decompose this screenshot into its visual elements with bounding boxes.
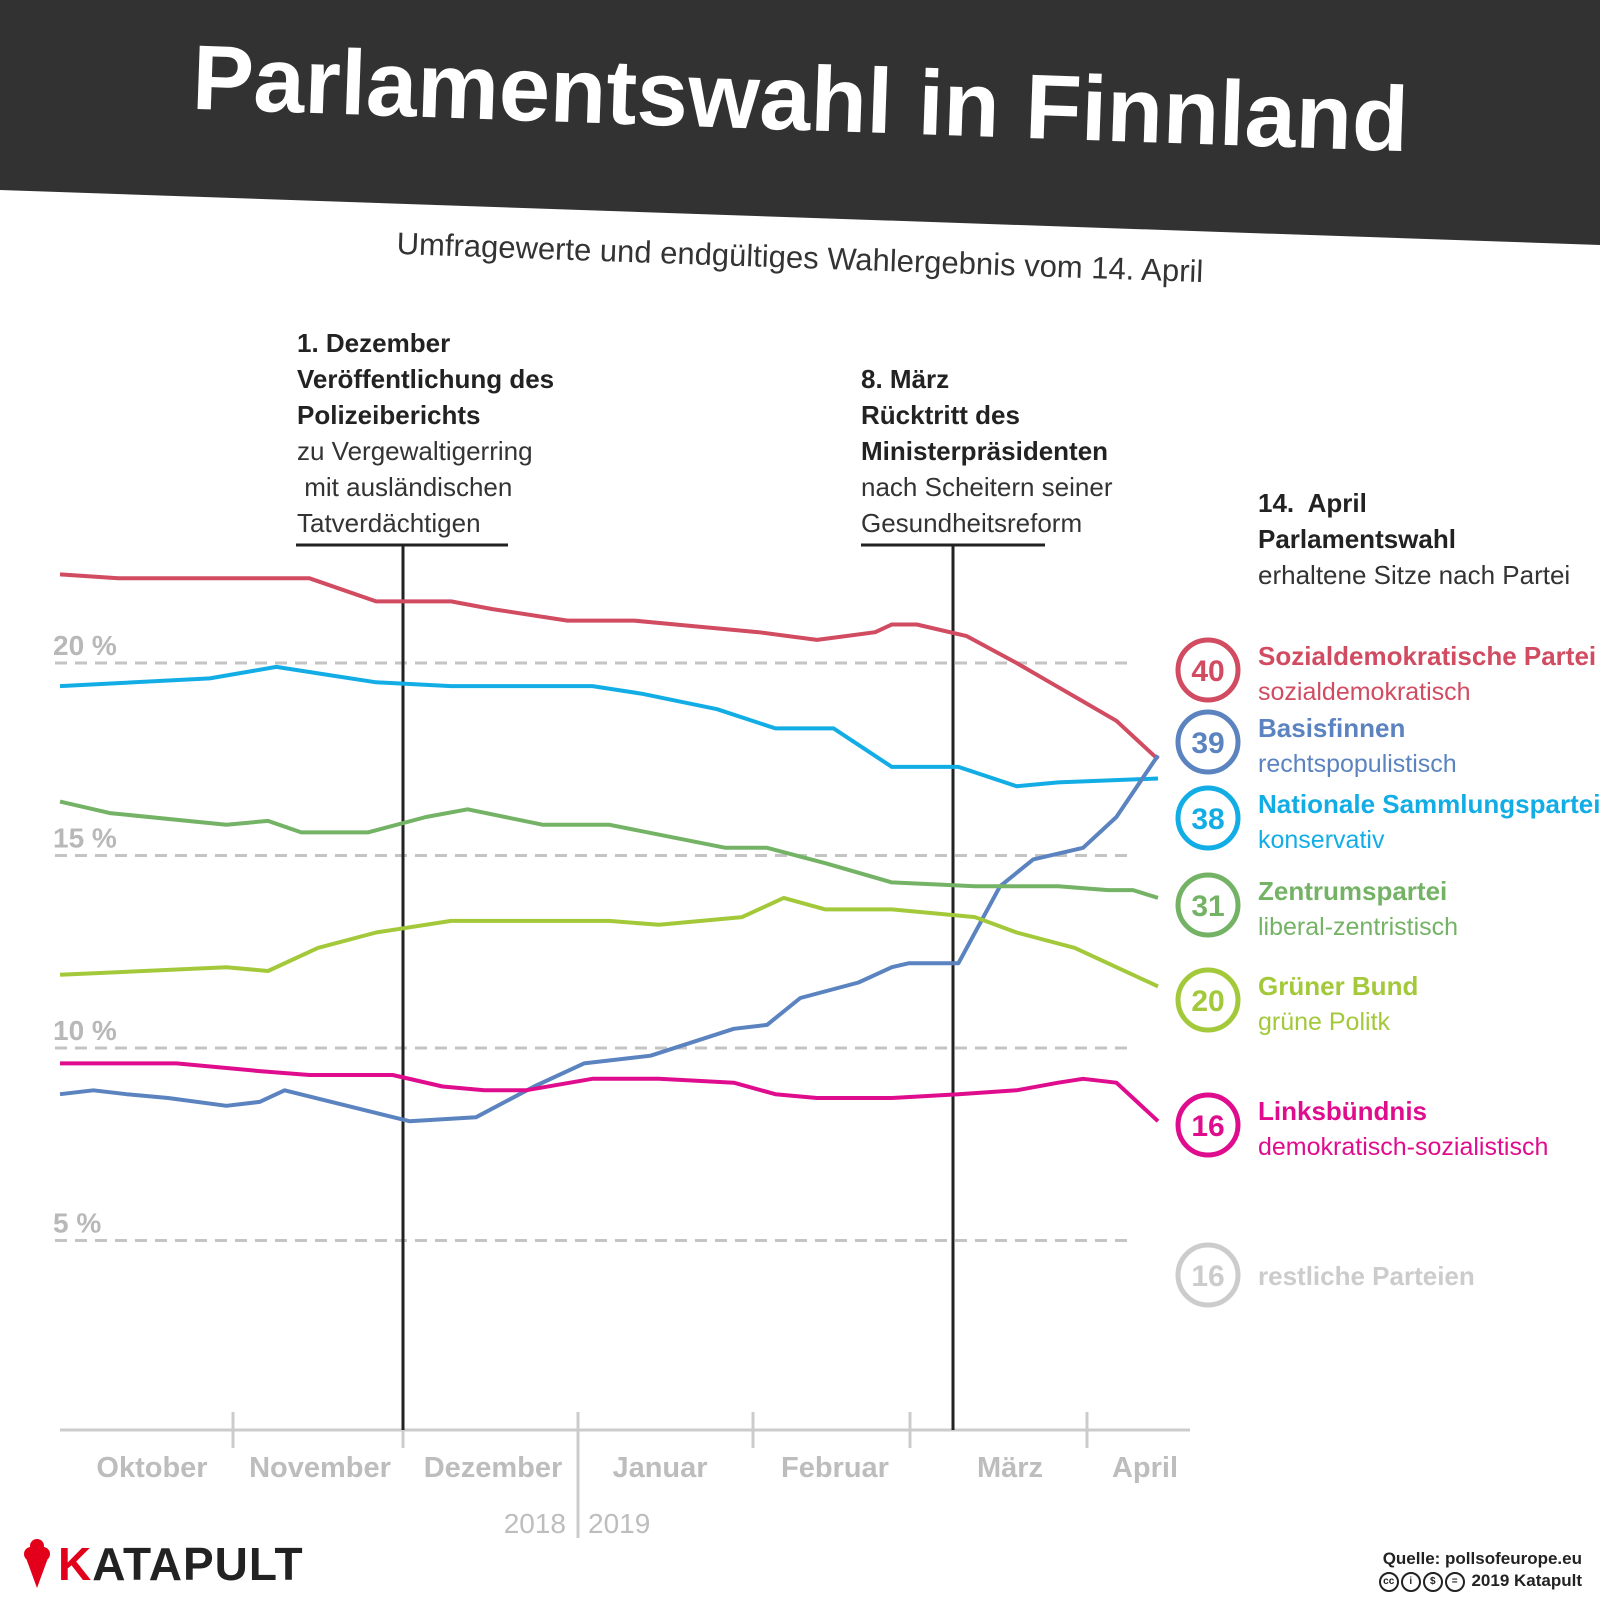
party-name: Grüner Bund (1258, 971, 1418, 1001)
party-description: grüne Politk (1258, 1008, 1391, 1036)
copyright-line: cc i $ = 2019 Katapult (1378, 1570, 1582, 1592)
annotation-2-date: 8. März (861, 364, 949, 394)
header-band (0, 0, 1600, 245)
annotation-1-date: 1. Dezember (297, 328, 450, 358)
seat-count: 31 (1191, 890, 1224, 923)
year-label-2019: 2019 (588, 1508, 650, 1539)
annotation-2-text-1: nach Scheitern seiner (861, 472, 1113, 502)
annotation-1-text-3: Tatverdächtigen (297, 508, 481, 538)
month-label: Januar (612, 1452, 707, 1484)
party-description: rechtspopulistisch (1258, 750, 1457, 778)
annotation-2-headline-2: Ministerpräsidenten (861, 436, 1108, 466)
annotation-1-text-2: mit ausländischen (297, 472, 512, 502)
logo-text: KATAPULT (58, 1538, 304, 1590)
party-name: Sozialdemokratische Partei (1258, 641, 1596, 671)
y-tick-label: 15 % (53, 823, 117, 854)
party-name: Nationale Sammlungspartei (1258, 789, 1600, 819)
source-text: Quelle: pollsofeurope.eu (1382, 1549, 1582, 1568)
result-date: 14. April (1258, 488, 1367, 518)
seat-circle (1175, 967, 1241, 1033)
y-tick-label: 20 % (53, 630, 117, 661)
month-label: Dezember (424, 1452, 563, 1484)
seat-count: 20 (1191, 985, 1224, 1018)
year-label-2018: 2018 (504, 1508, 566, 1539)
seat-circle (1175, 1242, 1241, 1308)
party-name: restliche Parteien (1258, 1261, 1475, 1291)
katapult-logo-icon (24, 1539, 50, 1588)
party-name: Linksbündnis (1258, 1096, 1427, 1126)
seat-circle (1175, 785, 1241, 851)
party-name: Basisfinnen (1258, 713, 1405, 743)
result-subtitle: erhaltene Sitze nach Partei (1258, 560, 1570, 590)
party-name: Zentrumspartei (1258, 876, 1447, 906)
party-description: liberal-zentristisch (1258, 913, 1458, 941)
seat-circle (1175, 1092, 1241, 1158)
page-subtitle: Umfragewerte und endgültiges Wahlergebni… (396, 226, 1204, 289)
seat-count: 16 (1191, 1110, 1224, 1143)
source-block: Quelle: pollsofeurope.eu cc i $ = 2019 Kata… (1378, 1548, 1582, 1592)
annotation-2-text-2: Gesundheitsreform (861, 508, 1082, 538)
y-tick-label: 5 % (53, 1208, 101, 1239)
party-description: demokratisch-sozialistisch (1258, 1133, 1548, 1161)
seat-circle (1175, 709, 1241, 775)
seat-count: 39 (1191, 727, 1224, 760)
party-description: sozialdemokratisch (1258, 678, 1471, 706)
series-line-nationale-sammlungspartei (59, 664, 1159, 789)
series-line-sozialdemokratische-partei (59, 572, 1160, 761)
month-label: Oktober (96, 1452, 207, 1484)
annotation-1-headline-1: Veröffentlichung des (297, 364, 554, 394)
month-label: November (249, 1452, 391, 1484)
copyright-text: 2019 Katapult (1471, 1571, 1582, 1590)
series-lines (59, 572, 1160, 1124)
x-axis: Oktober November Dezember Januar Februar März… (60, 1412, 1190, 1539)
series-line-basisfinnen (59, 754, 1160, 1124)
month-label: März (977, 1452, 1043, 1484)
seat-circle (1175, 872, 1241, 938)
annotation-1-text-1: zu Vergewaltigerring (297, 436, 533, 466)
seat-count: 38 (1191, 803, 1224, 836)
result-title: Parlamentswahl (1258, 524, 1456, 554)
event-annotations: 1. Dezember Veröffentlichung des Polizei… (296, 328, 1570, 1430)
party-description: konservativ (1258, 826, 1385, 854)
seat-count: 40 (1191, 655, 1224, 688)
month-label: April (1112, 1452, 1178, 1484)
series-line-zentrumspartei (59, 799, 1159, 900)
seat-legend: 40 Sozialdemokratische Partei sozialdemokr… (1175, 637, 1600, 1308)
cc-license-icon: cc i $ = (1378, 1571, 1467, 1592)
month-label: Februar (781, 1452, 889, 1484)
seat-circle (1175, 637, 1241, 703)
y-tick-label: 10 % (53, 1015, 117, 1046)
katapult-logo: KATAPULT (22, 1534, 304, 1594)
annotation-1-headline-2: Polizeiberichts (297, 400, 481, 430)
series-line-linksbündnis (60, 1061, 1160, 1123)
annotation-2-headline-1: Rücktritt des (861, 400, 1020, 430)
seat-count: 16 (1191, 1260, 1224, 1293)
y-grid: 5 % 10 % 15 % 20 % (53, 630, 1130, 1242)
series-line-grüner-bund (59, 895, 1159, 989)
